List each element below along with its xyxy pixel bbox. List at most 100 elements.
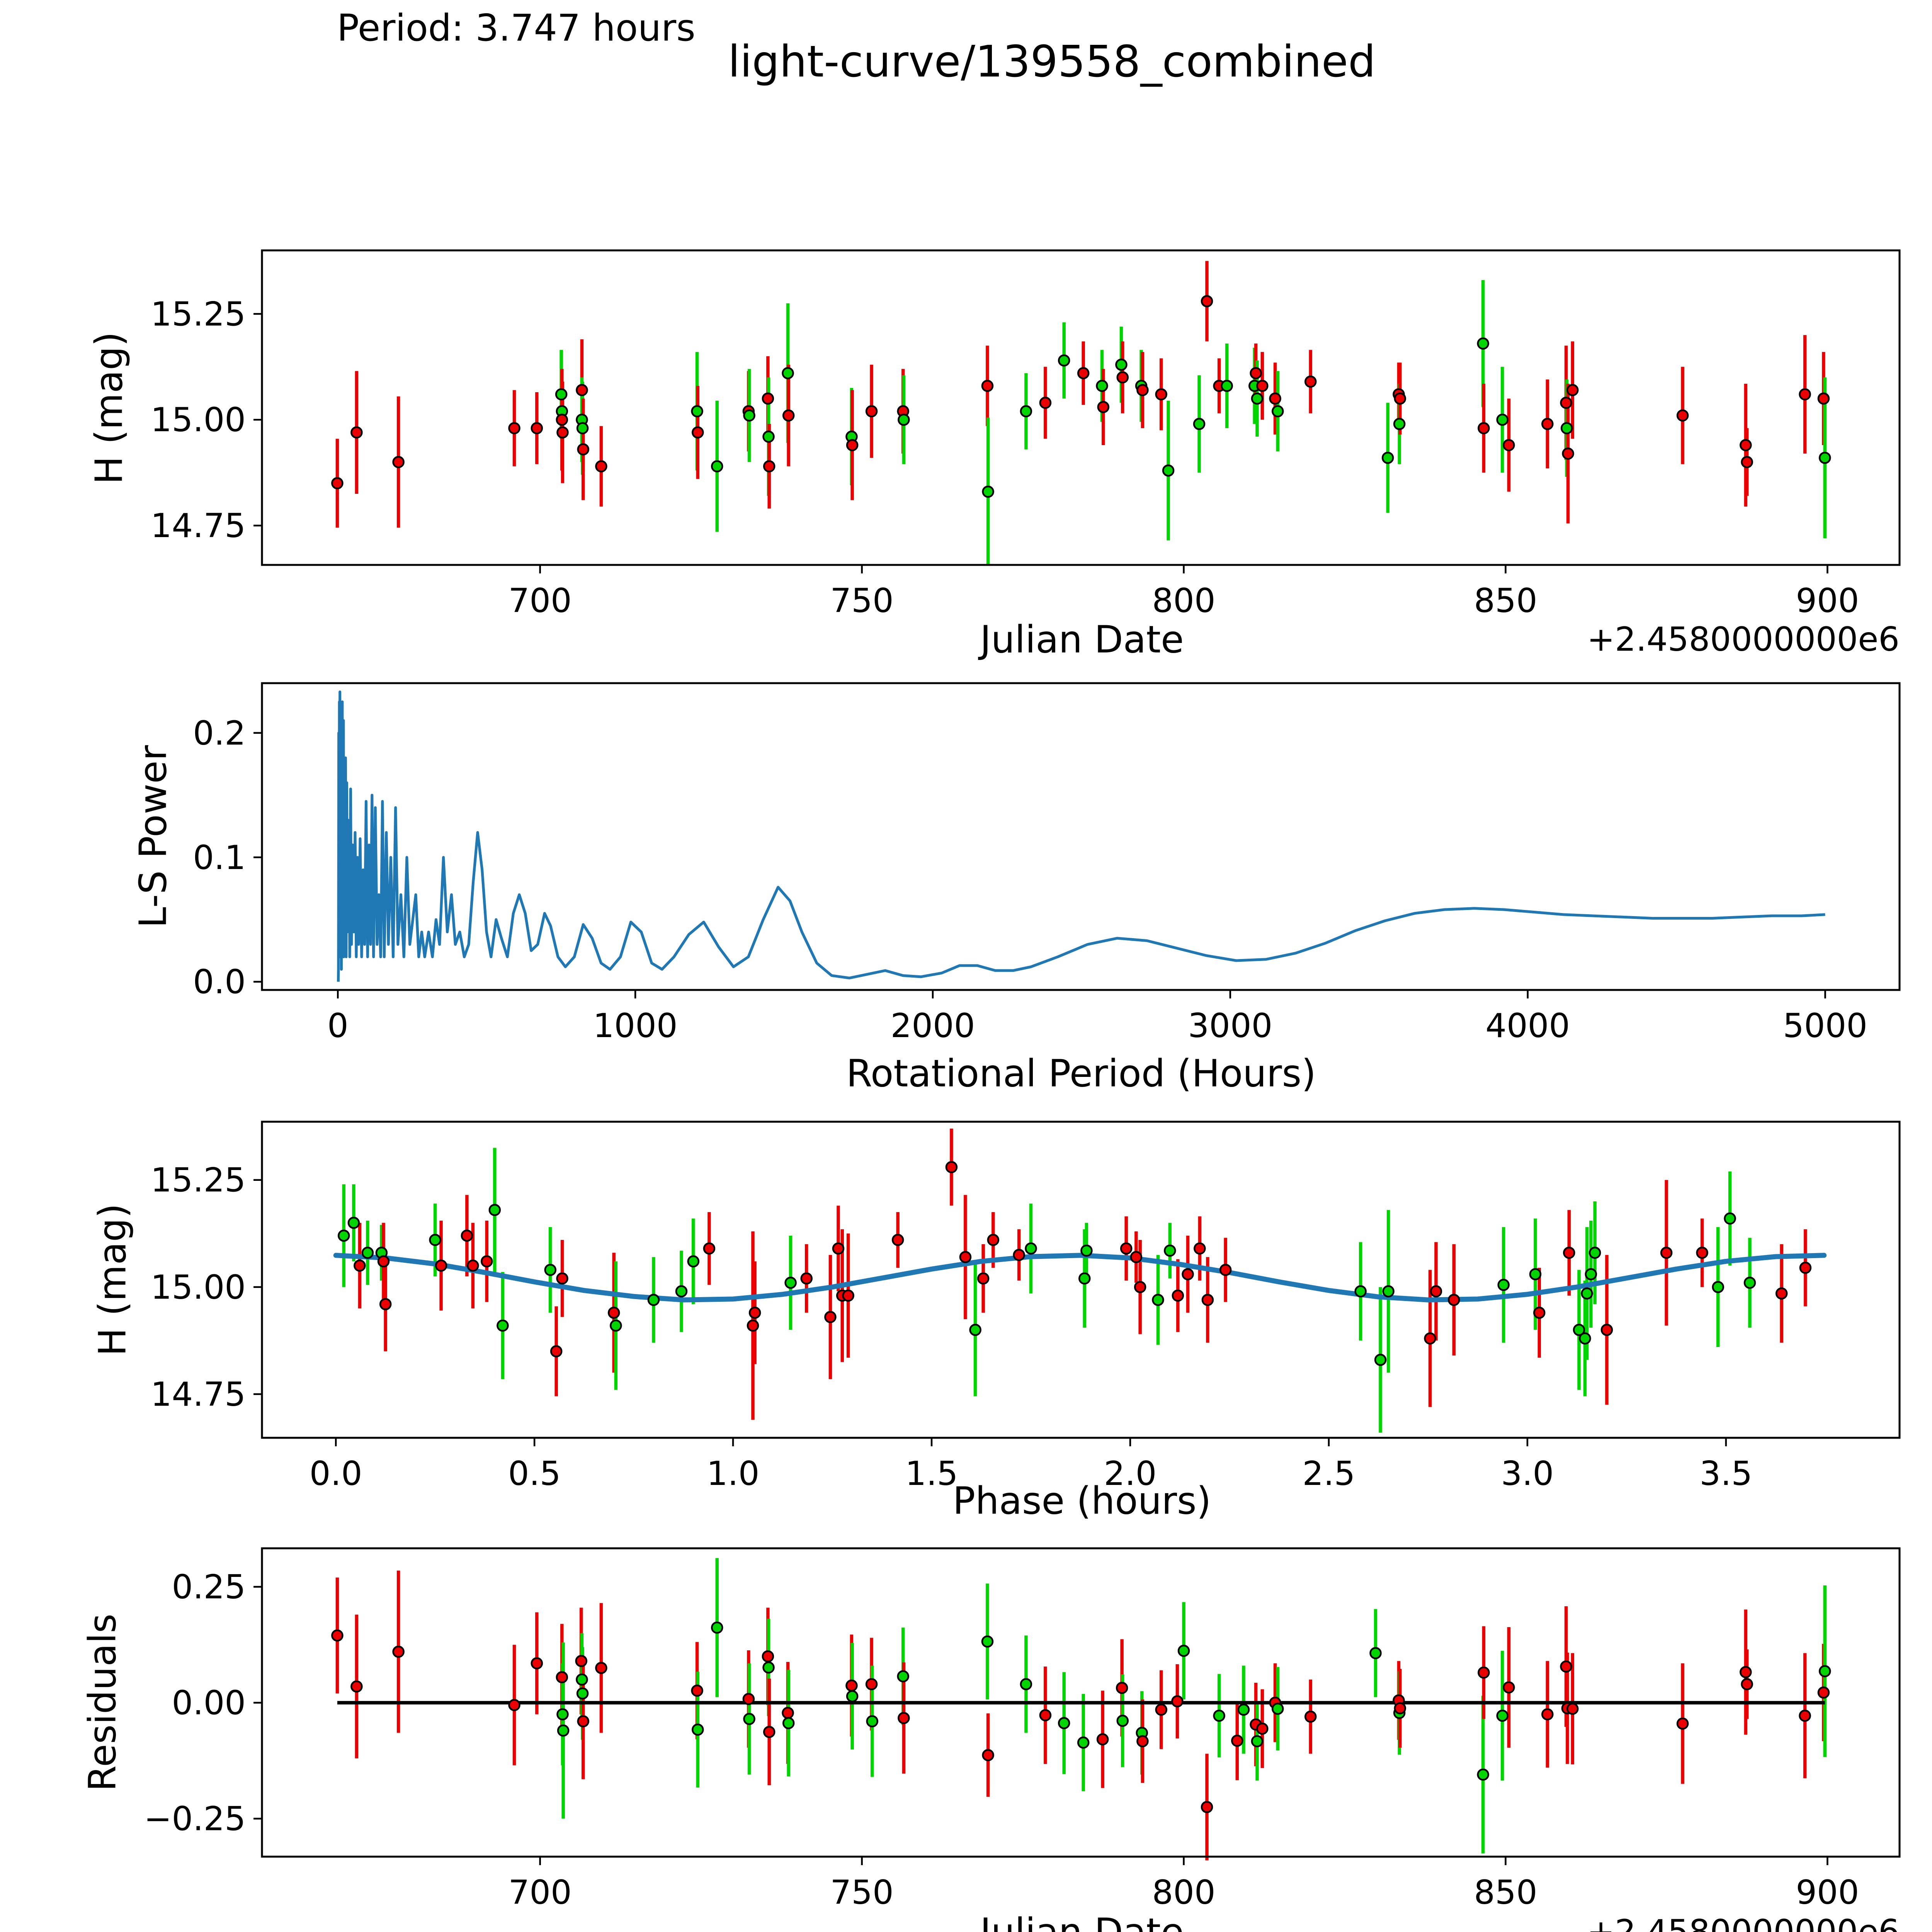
- data-point: [1478, 422, 1490, 434]
- data-point: [1497, 1279, 1510, 1291]
- x-tick-label: 4000: [1485, 1007, 1570, 1045]
- data-point: [1381, 452, 1394, 464]
- data-point: [607, 1306, 620, 1319]
- data-point: [577, 443, 590, 456]
- y-tick-label: 15.25: [151, 295, 246, 333]
- data-point: [555, 388, 568, 401]
- data-point: [392, 1645, 405, 1658]
- data-point: [1817, 1686, 1830, 1699]
- data-point: [1250, 367, 1262, 379]
- data-point: [1130, 1251, 1143, 1264]
- data-point: [1078, 1272, 1091, 1285]
- data-point: [1712, 1281, 1725, 1293]
- data-point: [982, 485, 994, 498]
- data-point: [1819, 1665, 1831, 1677]
- data-point: [1177, 1645, 1190, 1657]
- data-point: [377, 1255, 390, 1268]
- data-point: [845, 1679, 858, 1692]
- data-point: [550, 1345, 563, 1357]
- data-point: [576, 1673, 588, 1686]
- data-point: [762, 1661, 775, 1674]
- data-point: [354, 1259, 366, 1272]
- data-point: [763, 1726, 776, 1738]
- data-point: [1696, 1247, 1708, 1259]
- data-point: [331, 1629, 344, 1642]
- data-point: [1566, 384, 1579, 396]
- data-point: [556, 1708, 569, 1721]
- data-point: [1020, 405, 1032, 418]
- data-point: [1272, 1702, 1284, 1715]
- data-point: [987, 1234, 1000, 1246]
- data-point: [392, 456, 405, 468]
- data-point: [1201, 1294, 1214, 1306]
- data-point: [557, 1724, 570, 1737]
- data-point: [691, 405, 703, 418]
- x-tick-label: 1000: [593, 1007, 678, 1045]
- data-point: [687, 1255, 700, 1268]
- data-point: [1724, 1212, 1736, 1225]
- x-tick-label: 3.5: [1699, 1454, 1752, 1493]
- data-point: [1221, 379, 1233, 392]
- data-point: [1529, 1268, 1542, 1281]
- data-point: [1579, 1332, 1591, 1345]
- data-point: [743, 1713, 755, 1725]
- data-point: [350, 1680, 363, 1693]
- data-point: [1503, 1681, 1515, 1694]
- data-point: [824, 1311, 837, 1323]
- y-tick-label: 0.25: [172, 1568, 246, 1607]
- fit-line: [333, 1253, 1827, 1303]
- data-point: [762, 430, 775, 443]
- data-point: [866, 1715, 879, 1728]
- data-point: [1115, 359, 1128, 371]
- data-point: [1304, 1710, 1317, 1723]
- data-point: [1120, 1242, 1133, 1255]
- data-point: [1562, 447, 1574, 460]
- ylabel-jd-lightcurve: H (mag): [87, 332, 131, 485]
- data-point: [595, 460, 607, 473]
- data-point: [508, 1699, 520, 1711]
- data-point: [1164, 1244, 1176, 1257]
- data-point: [1477, 337, 1489, 350]
- data-point: [898, 1712, 910, 1724]
- data-point: [865, 405, 878, 418]
- data-point: [1096, 1733, 1109, 1746]
- axis-offset-residuals: +2.4580000000e6: [1587, 1913, 1900, 1932]
- x-tick-label: 1.5: [905, 1454, 958, 1493]
- data-point: [1600, 1323, 1613, 1336]
- data-point: [1155, 388, 1167, 401]
- data-point: [969, 1323, 981, 1336]
- x-tick-label: 800: [1152, 582, 1215, 620]
- data-point: [1477, 1768, 1489, 1781]
- x-tick-label: 0: [327, 1007, 349, 1045]
- data-point: [1219, 1264, 1232, 1276]
- data-point: [1740, 439, 1752, 451]
- data-point: [1304, 375, 1317, 388]
- data-point: [675, 1285, 688, 1298]
- xlabel-residuals: Julian Date: [980, 1910, 1184, 1932]
- data-point: [461, 1230, 473, 1242]
- y-tick-label: 0.2: [193, 714, 246, 753]
- data-point: [832, 1242, 845, 1255]
- x-tick-label: 850: [1474, 1873, 1537, 1912]
- x-tick-label: 2000: [891, 1007, 975, 1045]
- data-point: [692, 426, 704, 439]
- data-point: [977, 1272, 990, 1285]
- data-point: [595, 1662, 607, 1674]
- data-point: [575, 1655, 588, 1667]
- data-point: [1213, 1709, 1225, 1722]
- data-point: [576, 384, 588, 396]
- y-tick-label: 15.00: [151, 401, 246, 439]
- period-annotation: Period: 3.747 hours: [337, 7, 696, 49]
- data-point: [1478, 1666, 1490, 1679]
- data-point: [1116, 1714, 1129, 1727]
- x-tick-label: 700: [509, 1873, 572, 1912]
- data-point: [800, 1272, 813, 1285]
- data-point: [361, 1247, 374, 1259]
- xlabel-phased-lightcurve: Phase (hours): [952, 1479, 1211, 1523]
- data-point: [1799, 1709, 1811, 1722]
- data-point: [1393, 418, 1406, 430]
- x-tick-label: 850: [1474, 582, 1537, 620]
- x-tick-label: 3000: [1188, 1007, 1272, 1045]
- data-point: [1155, 1703, 1167, 1716]
- ylabel-phased-lightcurve: H (mag): [90, 1203, 134, 1356]
